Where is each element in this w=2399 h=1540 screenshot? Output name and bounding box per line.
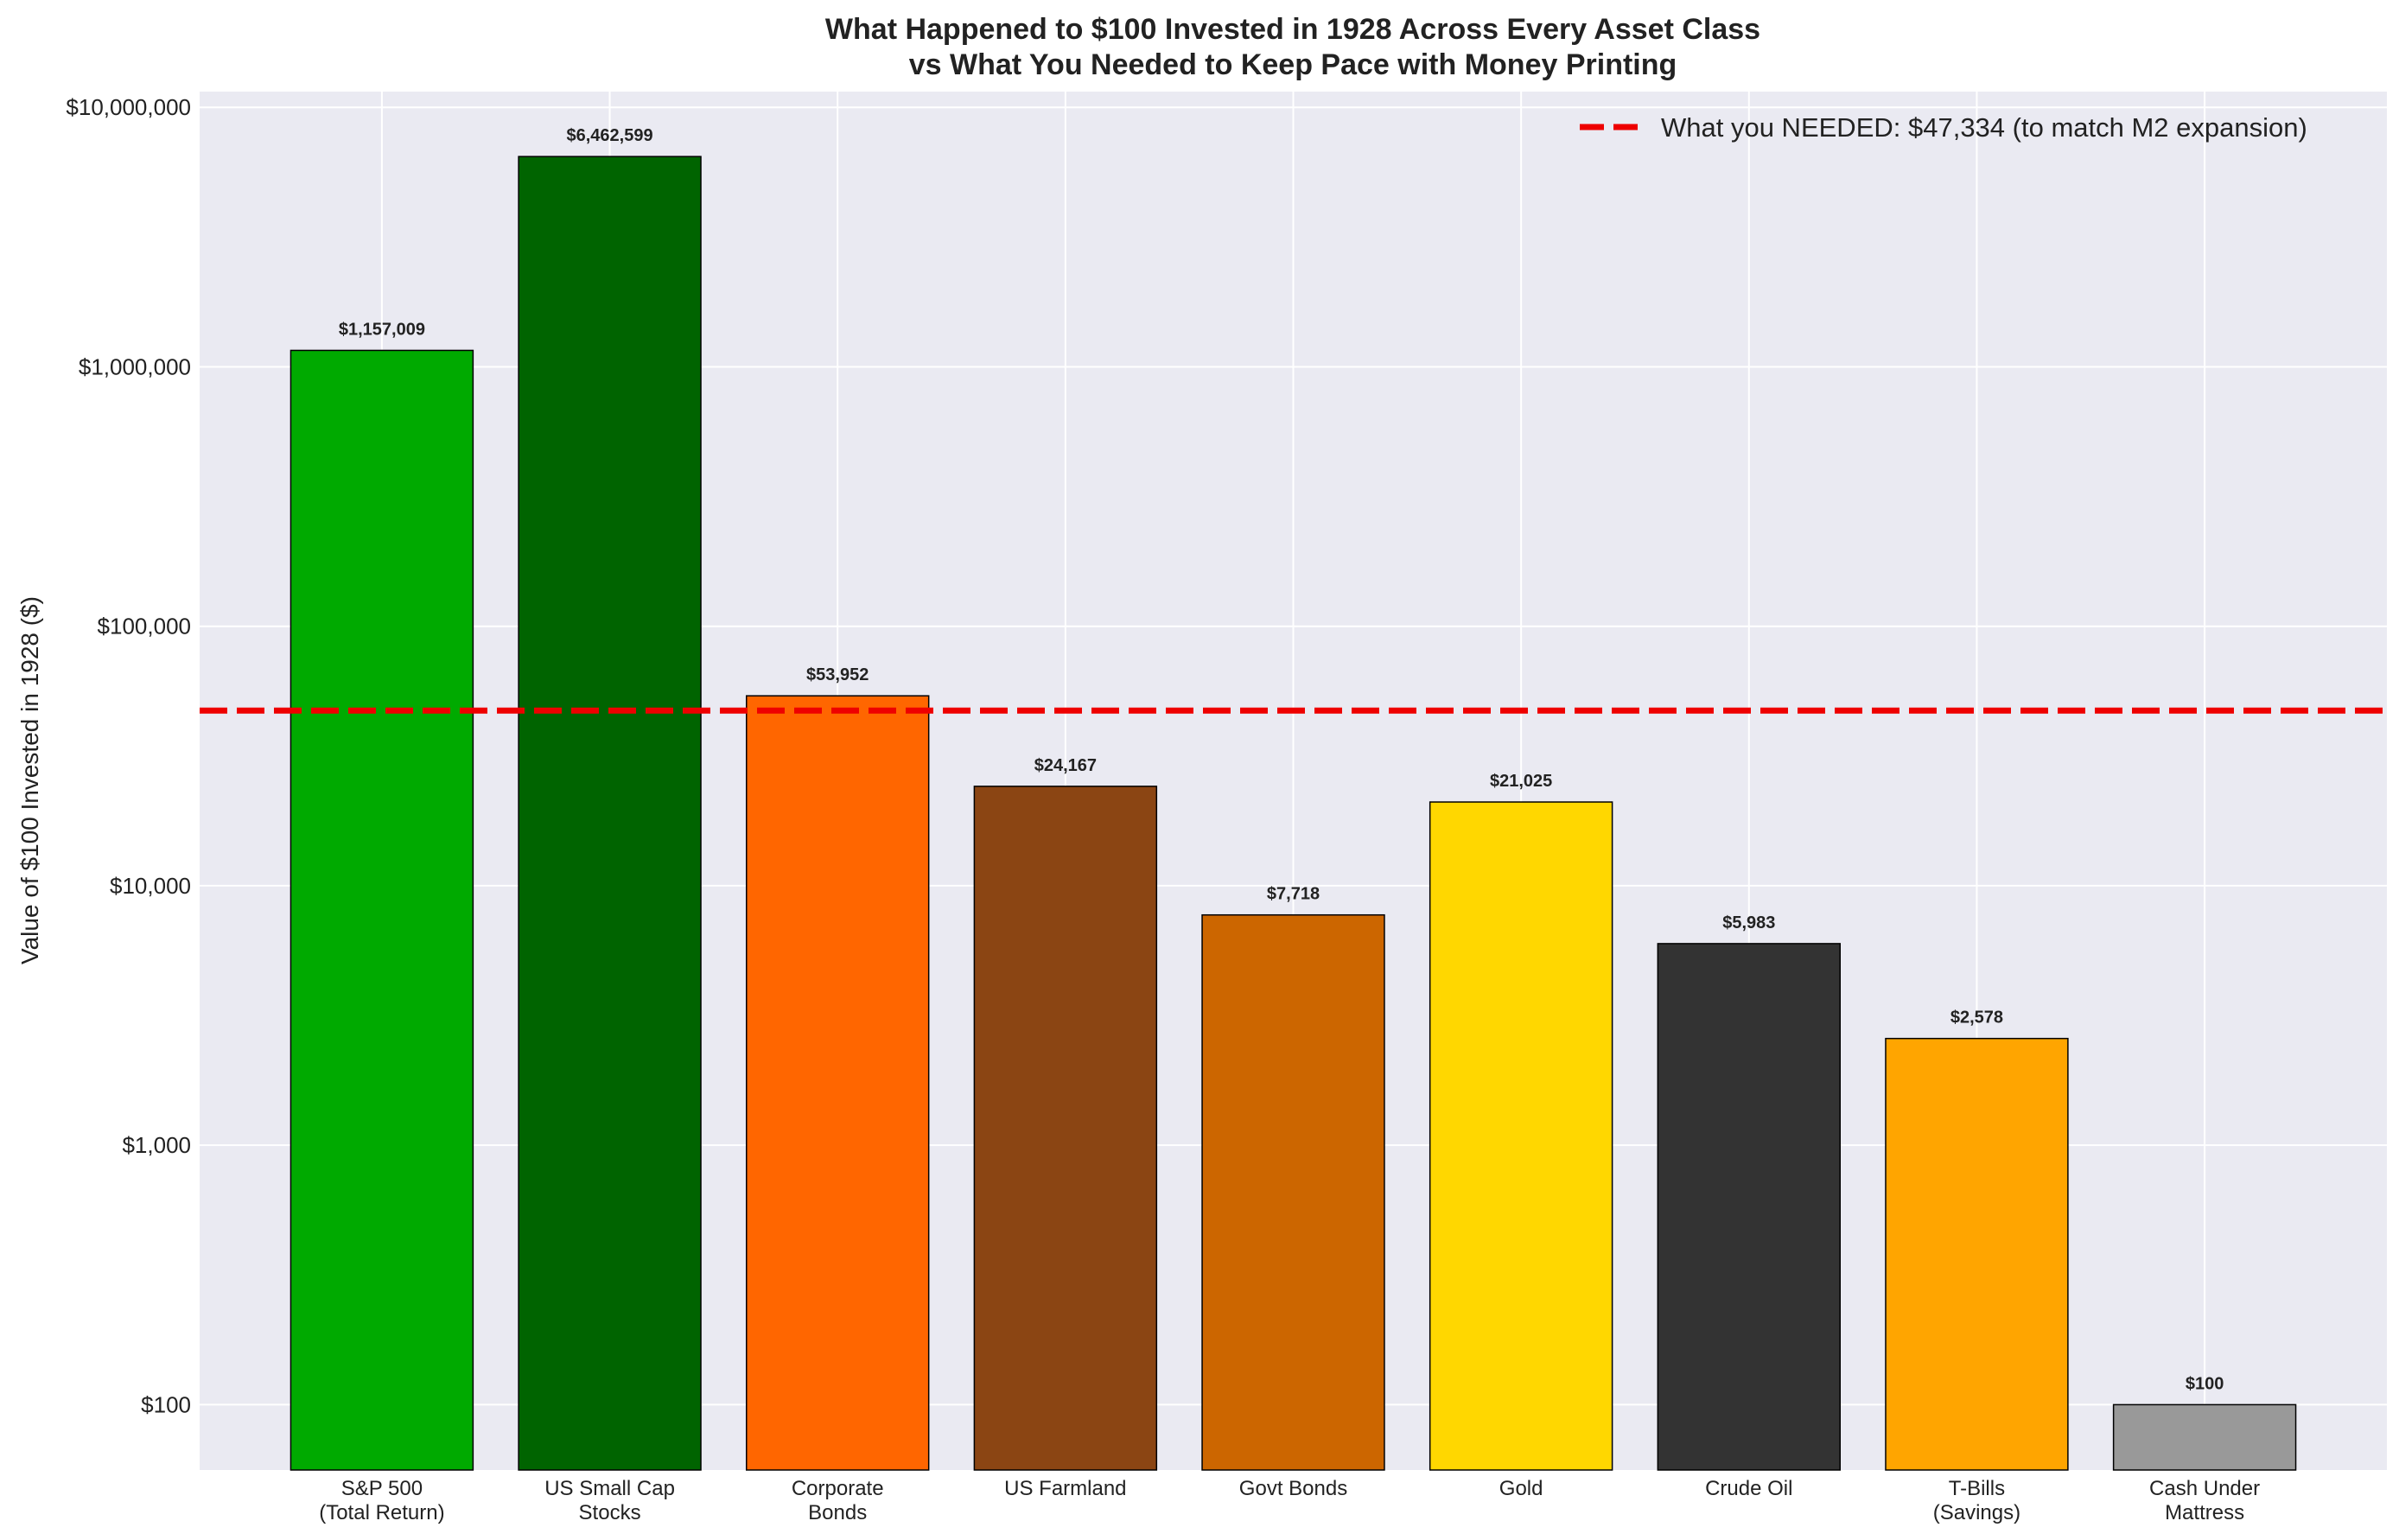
bar-value-label: $100: [2186, 1374, 2224, 1393]
x-tick-label: Crude Oil: [1705, 1477, 1792, 1500]
x-tick-label: Corporate: [792, 1477, 884, 1500]
bar: [2112, 1403, 2297, 1471]
legend-label: What you NEEDED: $47,334 (to match M2 ex…: [1661, 112, 2307, 143]
x-tick-label: (Savings): [1933, 1501, 2020, 1524]
legend: What you NEEDED: $47,334 (to match M2 ex…: [1580, 112, 2307, 143]
y-tick-label: $1,000: [122, 1132, 191, 1158]
y-axis-label: Value of $100 Invested in 1928 ($): [16, 596, 43, 964]
bar-value-label: $53,952: [806, 665, 869, 684]
chart-title-line-1: What Happened to $100 Invested in 1928 A…: [825, 13, 1760, 46]
bar: [746, 695, 930, 1471]
bar: [1429, 801, 1613, 1471]
x-tick-label: (Total Return): [319, 1501, 444, 1524]
bar-value-label: $6,462,599: [567, 126, 653, 145]
y-tick-labels: $100 $1,000 $10,000 $100,000 $1,000,000 $10,0…: [66, 94, 191, 1417]
bar-value-label: $21,025: [1490, 772, 1552, 791]
x-tick-label: Govt Bonds: [1239, 1477, 1347, 1500]
y-tick-label: $100: [141, 1391, 191, 1417]
value-labels: $1,157,009 $6,462,599 $53,952 $24,167 $7,718…: [339, 126, 2224, 1393]
bars: [290, 156, 2297, 1471]
chart-title-line-2: vs What You Needed to Keep Pace with Mon…: [909, 48, 1677, 81]
bar: [973, 786, 1158, 1471]
x-tick-label: Mattress: [2165, 1501, 2244, 1524]
bar: [290, 349, 474, 1471]
bar: [1885, 1037, 2069, 1471]
y-tick-label: $100,000: [98, 614, 191, 640]
x-tick-label: US Farmland: [1004, 1477, 1126, 1500]
x-tick-label: S&P 500: [341, 1477, 423, 1500]
y-tick-label: $1,000,000: [79, 353, 191, 379]
x-tick-label: US Small Cap: [544, 1477, 675, 1500]
x-tick-label: Cash Under: [2149, 1477, 2260, 1500]
bar: [1201, 913, 1385, 1471]
bar: [518, 156, 702, 1471]
bar-value-label: $24,167: [1034, 756, 1097, 775]
y-tick-label: $10,000: [110, 873, 191, 899]
bar-value-label: $7,718: [1267, 885, 1320, 904]
x-tick-label: Gold: [1499, 1477, 1543, 1500]
bar: [1657, 943, 1842, 1471]
bar-value-label: $1,157,009: [339, 320, 425, 339]
x-tick-label: Stocks: [579, 1501, 641, 1524]
bar-value-label: $5,983: [1722, 913, 1775, 932]
x-tick-label: Bonds: [808, 1501, 867, 1524]
y-tick-label: $10,000,000: [66, 94, 191, 120]
bar-value-label: $2,578: [1950, 1009, 2003, 1028]
x-tick-label: T-Bills: [1949, 1477, 2005, 1500]
